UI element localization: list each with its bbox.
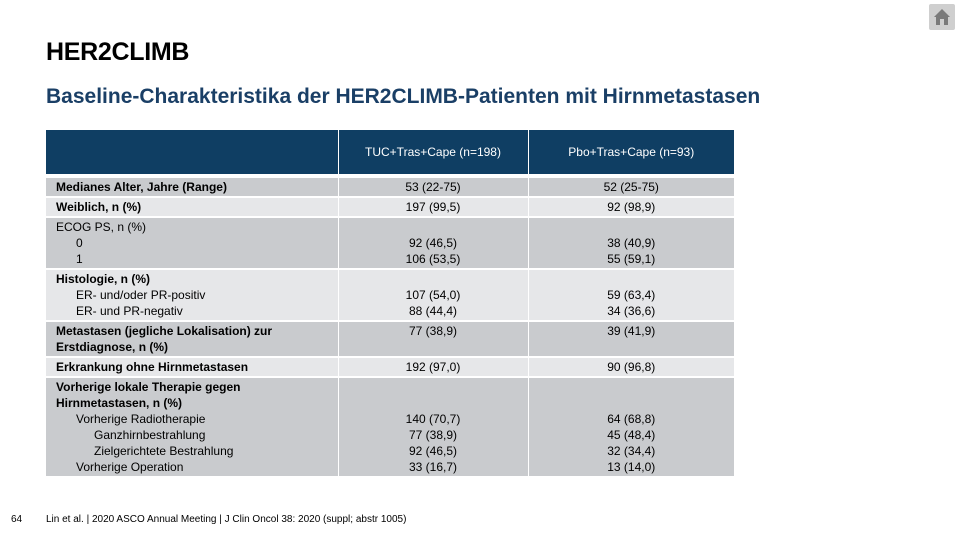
header-pbo-arm: Pbo+Tras+Cape (n=93)	[528, 130, 734, 176]
tuc-value-group: 140 (70,7) 77 (38,9) 92 (46,5) 33 (16,7)	[338, 376, 529, 476]
sub-label: ER- und PR-negativ	[76, 304, 183, 318]
pbo-value: 55 (59,1)	[607, 252, 656, 266]
home-icon	[934, 9, 950, 25]
pbo-value: 38 (40,9)	[607, 236, 656, 250]
table-row-female: Weiblich, n (%) 197 (99,5) 92 (98,9)	[46, 196, 734, 217]
table-row-metastases: Metastasen (jegliche Lokalisation) zur E…	[46, 320, 734, 357]
sub-label: Vorherige Operation	[76, 460, 184, 474]
pbo-value: 90 (96,8)	[528, 356, 734, 377]
row-label: ECOG PS, n (%)	[56, 220, 147, 234]
pbo-value: 39 (41,9)	[528, 320, 734, 357]
row-label-group: Vorherige lokale Therapie gegen Hirnmeta…	[46, 376, 339, 476]
tuc-value: 107 (54,0)	[405, 288, 461, 302]
pbo-value: 64 (68,8)	[607, 412, 656, 426]
slide-title: HER2CLIMB	[46, 38, 190, 66]
tuc-value: 92 (46,5)	[408, 444, 458, 458]
citation-footer: Lin et al. | 2020 ASCO Annual Meeting | …	[46, 514, 407, 525]
row-label: Metastasen (jegliche Lokalisation) zur	[56, 324, 273, 338]
pbo-value-group: 59 (63,4) 34 (36,6)	[528, 268, 734, 321]
pbo-value: 52 (25-75)	[528, 174, 734, 197]
pbo-value: 59 (63,4)	[607, 288, 656, 302]
row-label-group: Histologie, n (%) ER- und/oder PR-positi…	[46, 268, 339, 321]
row-label: Weiblich, n (%)	[46, 196, 339, 217]
pbo-value: 92 (98,9)	[528, 196, 734, 217]
row-label: Medianes Alter, Jahre (Range)	[46, 174, 339, 197]
table-row-age: Medianes Alter, Jahre (Range) 53 (22-75)…	[46, 174, 734, 197]
row-label: Histologie, n (%)	[56, 272, 150, 286]
row-label: Erkrankung ohne Hirnmetastasen	[46, 356, 339, 377]
table-row-prior-local-therapy: Vorherige lokale Therapie gegen Hirnmeta…	[46, 376, 734, 476]
tuc-value: 53 (22-75)	[338, 174, 529, 197]
tuc-value: 92 (46,5)	[408, 236, 458, 250]
pbo-value: 13 (14,0)	[607, 460, 656, 474]
row-label: Hirnmetastasen, n (%)	[56, 396, 183, 410]
tuc-value: 140 (70,7)	[405, 412, 461, 426]
sub-label: Zielgerichtete Bestrahlung	[94, 444, 234, 458]
pbo-value: 45 (48,4)	[607, 428, 656, 442]
sub-label: Ganzhirnbestrahlung	[94, 428, 206, 442]
row-label: Vorherige lokale Therapie gegen	[56, 380, 241, 394]
row-label-group: Metastasen (jegliche Lokalisation) zur E…	[46, 320, 339, 357]
tuc-value: 77 (38,9)	[338, 320, 529, 357]
table-row-ecog: ECOG PS, n (%) 0 1 92 (46,5) 106 (53,5) …	[46, 216, 734, 269]
pbo-value-group: 64 (68,8) 45 (48,4) 32 (34,4) 13 (14,0)	[528, 376, 734, 476]
table-row-no-brain-metastases: Erkrankung ohne Hirnmetastasen 192 (97,0…	[46, 356, 734, 377]
tuc-value: 106 (53,5)	[405, 252, 461, 266]
tuc-value-group: 92 (46,5) 106 (53,5)	[338, 216, 529, 269]
table-header-row: TUC+Tras+Cape (n=198) Pbo+Tras+Cape (n=9…	[46, 130, 734, 176]
pbo-value: 34 (36,6)	[607, 304, 656, 318]
row-label-group: ECOG PS, n (%) 0 1	[46, 216, 339, 269]
tuc-value: 77 (38,9)	[408, 428, 458, 442]
page-number: 64	[11, 514, 23, 525]
sub-label: Vorherige Radiotherapie	[76, 412, 206, 426]
header-tuc-arm: TUC+Tras+Cape (n=198)	[338, 130, 529, 176]
baseline-table: TUC+Tras+Cape (n=198) Pbo+Tras+Cape (n=9…	[46, 130, 734, 476]
tuc-value: 33 (16,7)	[408, 460, 458, 474]
sub-label: ER- und/oder PR-positiv	[76, 288, 206, 302]
tuc-value: 88 (44,4)	[408, 304, 458, 318]
header-characteristic	[46, 130, 339, 176]
table-row-histology: Histologie, n (%) ER- und/oder PR-positi…	[46, 268, 734, 321]
tuc-value: 192 (97,0)	[338, 356, 529, 377]
slide-subtitle: Baseline-Charakteristika der HER2CLIMB-P…	[46, 85, 761, 108]
row-label: Erstdiagnose, n (%)	[56, 340, 169, 354]
pbo-value-group: 38 (40,9) 55 (59,1)	[528, 216, 734, 269]
tuc-value-group: 107 (54,0) 88 (44,4)	[338, 268, 529, 321]
sub-label: 1	[76, 252, 83, 266]
pbo-value: 32 (34,4)	[607, 444, 656, 458]
tuc-value: 197 (99,5)	[338, 196, 529, 217]
sub-label: 0	[76, 236, 83, 250]
home-button[interactable]	[929, 4, 955, 30]
